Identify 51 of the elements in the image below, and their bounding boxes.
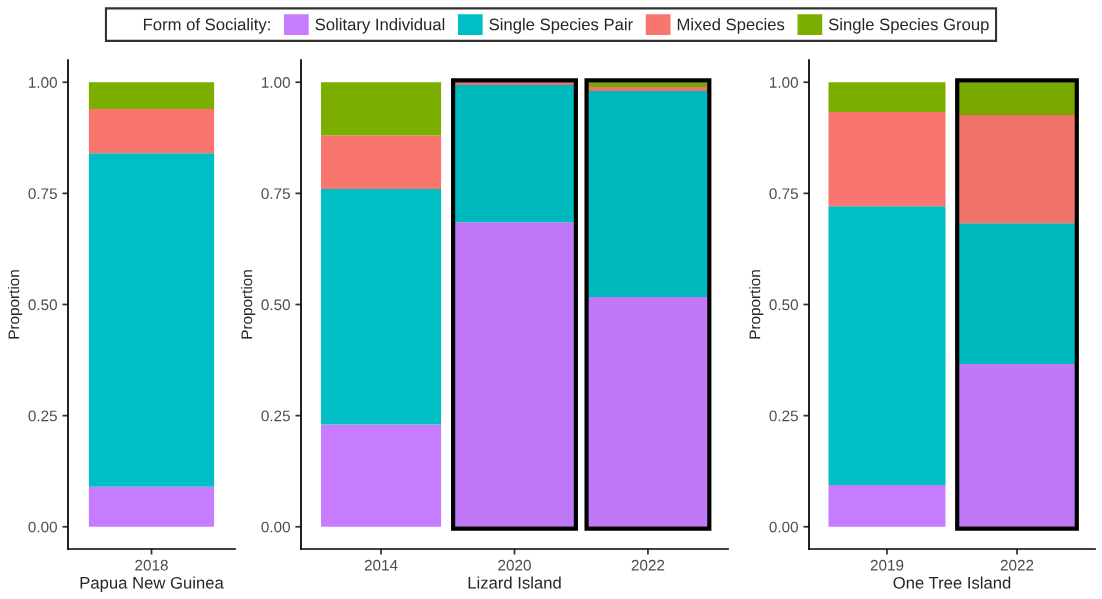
bar — [587, 82, 708, 88]
bar — [828, 206, 946, 485]
bar — [958, 115, 1076, 224]
legend-label: Mixed Species — [677, 18, 785, 34]
y-tick-label: 0.00 — [28, 521, 57, 533]
x-axis-title: Papua New Guinea — [80, 576, 224, 592]
y-axis-title: Proportion — [241, 270, 256, 339]
bar — [88, 153, 215, 487]
bar — [321, 188, 442, 425]
x-tick-label: 2022 — [1000, 559, 1034, 571]
y-axis-title: Proportion — [8, 270, 23, 339]
bar — [828, 82, 946, 113]
legend-label: Single Species Pair — [489, 18, 633, 34]
y-tick-label: 0.00 — [261, 521, 290, 533]
bar — [321, 424, 442, 527]
bar — [958, 223, 1076, 365]
y-tick-label: 1.00 — [29, 77, 57, 88]
bar — [88, 82, 215, 109]
x-axis-title: One Tree Island — [893, 576, 1011, 589]
x-tick-label: 2019 — [870, 559, 904, 571]
bar — [828, 112, 946, 207]
bar — [88, 108, 215, 154]
bar — [321, 82, 442, 136]
y-tick-label: 0.25 — [28, 410, 57, 422]
y-tick-label: 0.75 — [28, 188, 57, 200]
bar — [454, 84, 575, 223]
y-tick-label: 0.50 — [261, 299, 290, 311]
y-axis-title: Proportion — [749, 270, 764, 339]
y-tick-label: 0.75 — [261, 188, 290, 200]
legend-title: Form of Sociality: — [143, 18, 270, 34]
y-tick-label: 0.25 — [261, 410, 290, 422]
y-tick-label: 0.50 — [28, 299, 57, 311]
x-tick-label: 2018 — [135, 559, 168, 571]
x-tick-label: 2014 — [364, 559, 398, 571]
y-tick-label: 0.00 — [769, 521, 798, 533]
y-tick-label: 0.75 — [769, 188, 798, 200]
x-tick-label: 2022 — [631, 559, 665, 571]
x-axis-title: Lizard Island — [468, 576, 561, 589]
bar — [587, 87, 708, 92]
x-tick-label: 2020 — [498, 559, 531, 571]
y-tick-label: 0.25 — [769, 410, 798, 422]
bar — [321, 135, 442, 189]
bar — [828, 484, 946, 527]
bar — [88, 486, 215, 527]
y-tick-label: 0.50 — [769, 299, 798, 311]
bar — [958, 82, 1076, 116]
bar — [454, 82, 575, 85]
y-tick-label: 1.00 — [770, 77, 798, 88]
legend-label: Solitary Individual — [315, 18, 445, 34]
y-tick-label: 1.00 — [262, 77, 290, 88]
legend-label: Single Species Group — [828, 18, 989, 34]
